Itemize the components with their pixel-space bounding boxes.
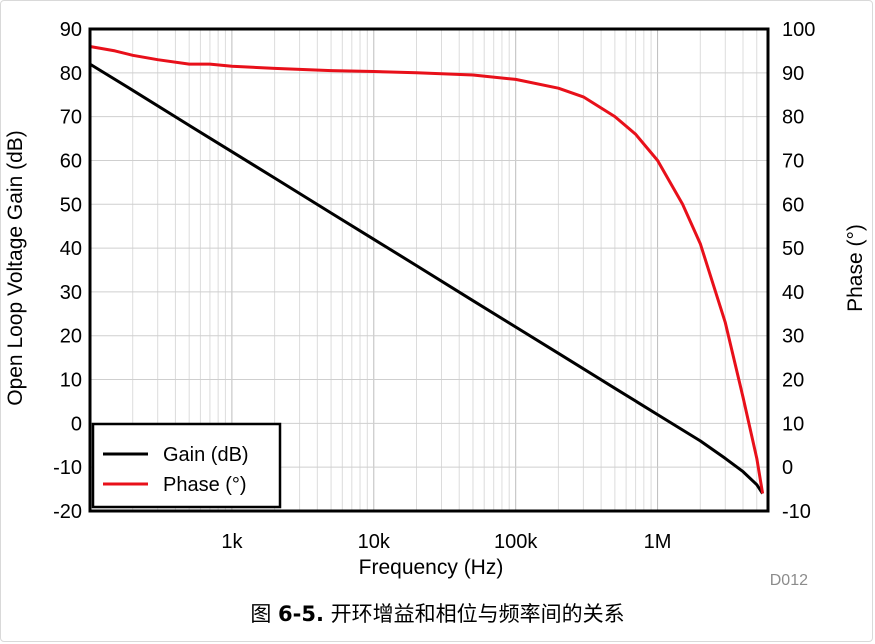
legend-box bbox=[91, 422, 282, 509]
legend-label-gain: Gain (dB) bbox=[163, 444, 249, 466]
y2-axis-label: Phase (°) bbox=[844, 224, 867, 312]
y-tick-label: 80 bbox=[60, 63, 82, 85]
legend-label-phase: Phase (°) bbox=[163, 474, 247, 496]
figure-caption: 图 6-5. 开环增益和相位与频率间的关系 bbox=[0, 598, 875, 628]
y2-tick-label: 100 bbox=[782, 19, 815, 41]
phase-series-line bbox=[89, 45, 765, 494]
x-axis-label: Frequency (Hz) bbox=[359, 556, 504, 579]
caption-figure-number: 6-5. bbox=[278, 602, 324, 626]
bode-chart: 9080706050403020100-10-20100908070605040… bbox=[4, 19, 867, 589]
legend: Gain (dB) Phase (°) bbox=[91, 422, 282, 509]
y2-tick-label: 50 bbox=[782, 238, 804, 260]
y-tick-label: 0 bbox=[71, 413, 82, 435]
x-tick-label: 10k bbox=[358, 531, 391, 553]
y-tick-label: 50 bbox=[60, 194, 82, 216]
y2-tick-label: 80 bbox=[782, 107, 804, 129]
y2-tick-label: 30 bbox=[782, 326, 804, 348]
tick-labels: 9080706050403020100-10-20100908070605040… bbox=[53, 19, 815, 553]
figure-code: D012 bbox=[770, 572, 808, 589]
y-tick-label: 60 bbox=[60, 150, 82, 172]
y2-tick-label: 20 bbox=[782, 370, 804, 392]
y-tick-label: -10 bbox=[53, 457, 82, 479]
y2-tick-label: 10 bbox=[782, 413, 804, 435]
y-tick-label: 30 bbox=[60, 282, 82, 304]
caption-text: 开环增益和相位与频率间的关系 bbox=[323, 602, 625, 626]
x-tick-label: 100k bbox=[494, 531, 538, 553]
y-tick-label: 90 bbox=[60, 19, 82, 41]
gain-series-line bbox=[89, 62, 764, 495]
x-tick-label: 1M bbox=[644, 531, 672, 553]
x-tick-label: 1k bbox=[221, 531, 243, 553]
y2-tick-label: 60 bbox=[782, 194, 804, 216]
y-tick-label: 10 bbox=[60, 370, 82, 392]
y2-tick-label: 90 bbox=[782, 63, 804, 85]
y2-tick-label: -10 bbox=[782, 501, 811, 523]
series-layer bbox=[89, 45, 765, 495]
y2-tick-label: 0 bbox=[782, 457, 793, 479]
y-tick-label: 40 bbox=[60, 238, 82, 260]
y-tick-label: 70 bbox=[60, 107, 82, 129]
caption-prefix: 图 bbox=[250, 602, 279, 626]
y-tick-label: -20 bbox=[53, 501, 82, 523]
y2-tick-label: 40 bbox=[782, 282, 804, 304]
y-axis-label: Open Loop Voltage Gain (dB) bbox=[4, 130, 27, 406]
y2-tick-label: 70 bbox=[782, 150, 804, 172]
y-tick-label: 20 bbox=[60, 326, 82, 348]
plot-area bbox=[88, 27, 770, 513]
